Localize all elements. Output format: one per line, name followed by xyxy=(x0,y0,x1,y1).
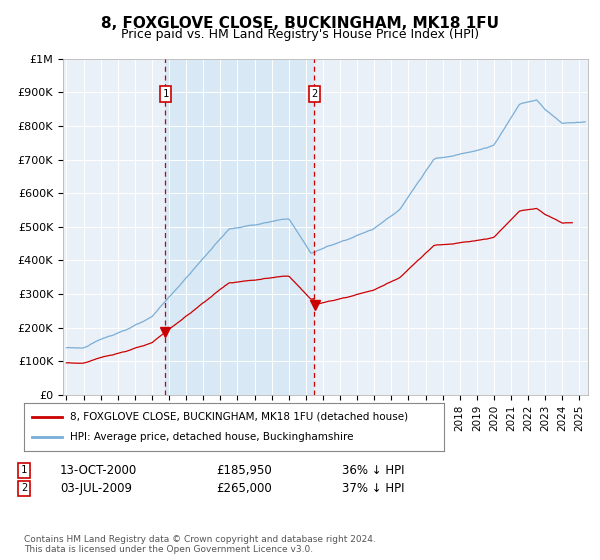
Text: 8, FOXGLOVE CLOSE, BUCKINGHAM, MK18 1FU (detached house): 8, FOXGLOVE CLOSE, BUCKINGHAM, MK18 1FU … xyxy=(70,412,409,422)
Text: 37% ↓ HPI: 37% ↓ HPI xyxy=(342,482,404,495)
Text: HPI: Average price, detached house, Buckinghamshire: HPI: Average price, detached house, Buck… xyxy=(70,432,354,442)
Text: 36% ↓ HPI: 36% ↓ HPI xyxy=(342,464,404,477)
Text: 1: 1 xyxy=(21,465,27,475)
Text: 8, FOXGLOVE CLOSE, BUCKINGHAM, MK18 1FU: 8, FOXGLOVE CLOSE, BUCKINGHAM, MK18 1FU xyxy=(101,16,499,31)
Text: £185,950: £185,950 xyxy=(216,464,272,477)
Text: 2: 2 xyxy=(21,483,27,493)
Text: Price paid vs. HM Land Registry's House Price Index (HPI): Price paid vs. HM Land Registry's House … xyxy=(121,28,479,41)
Text: 2: 2 xyxy=(311,89,317,99)
Text: Contains HM Land Registry data © Crown copyright and database right 2024.
This d: Contains HM Land Registry data © Crown c… xyxy=(24,535,376,554)
Text: 03-JUL-2009: 03-JUL-2009 xyxy=(60,482,132,495)
Text: 1: 1 xyxy=(163,89,169,99)
Text: 13-OCT-2000: 13-OCT-2000 xyxy=(60,464,137,477)
Text: £265,000: £265,000 xyxy=(216,482,272,495)
Bar xyxy=(166,59,314,395)
